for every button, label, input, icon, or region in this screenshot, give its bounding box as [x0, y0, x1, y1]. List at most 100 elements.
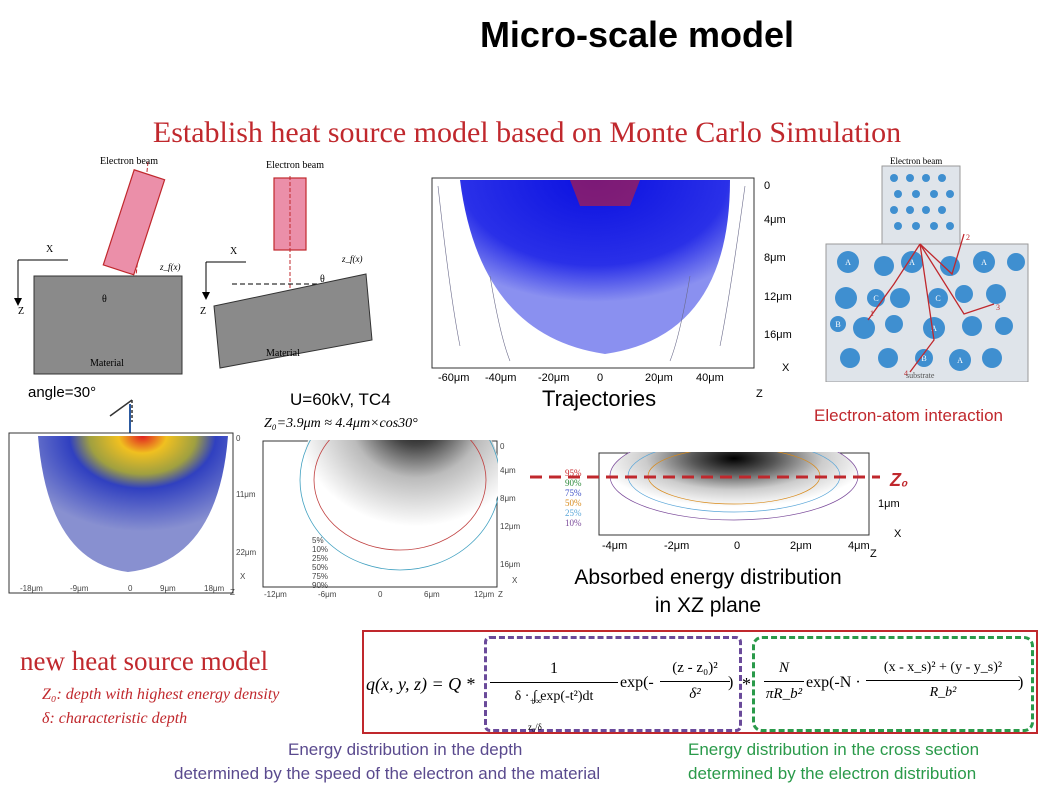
sim-ytick: 22μm [236, 548, 257, 557]
atom-c: C [873, 294, 878, 303]
contour-mid-xtick: -6μm [318, 590, 337, 599]
multiply: * [742, 674, 751, 694]
equation-box [362, 630, 1038, 734]
trajectory-svg [431, 177, 755, 369]
z0-formula: Z₀=3.9μm ≈ 4.4μm×cos30° [264, 416, 418, 431]
sim-xtick: -9μm [70, 584, 89, 593]
atom-a: A [845, 258, 851, 267]
traj-ytick: 8μm [764, 252, 786, 264]
electron-beam-label: Electron beam [266, 160, 324, 171]
integral-lower: z₀/δ [528, 722, 542, 732]
contour-mid-x-axis-label: X [512, 576, 518, 585]
contour-mid-z-axis-label: Z [498, 590, 503, 599]
substrate-label: substrate [906, 371, 935, 380]
material-label: Material [266, 348, 300, 359]
cross-section-term-highlight [752, 636, 1034, 732]
subtitle: Establish heat source model based on Mon… [152, 116, 902, 149]
z-axis-label: Z [18, 306, 24, 317]
contour-mid-xtick: 12μm [474, 590, 495, 599]
cross-caption-1: Energy distribution in the cross section [688, 740, 980, 759]
z0-description: Z₀: depth with highest energy density [42, 686, 280, 703]
contour-plot-mid [262, 386, 501, 588]
frac1-numerator: 1 [550, 660, 558, 677]
atom-c: C [935, 294, 940, 303]
sim-ytick: 11μm [236, 490, 256, 499]
exp1: exp(- [620, 674, 654, 691]
sim-ytick: 0 [236, 434, 241, 443]
sim-xtick: 18μm [204, 584, 225, 593]
depth-caption-2: determined by the speed of the electron … [174, 764, 601, 783]
material-block [213, 273, 373, 369]
contour-plot-right [598, 431, 870, 536]
close1: ) [728, 674, 734, 691]
atom-a: A [957, 356, 963, 365]
new-model-heading: new heat source model [20, 646, 269, 676]
voltage-label: U=60kV, TC4 [290, 390, 391, 409]
contour-mid-xtick: 6μm [424, 590, 440, 599]
atom-b: B [835, 320, 840, 329]
electron-beam-shape [102, 169, 166, 276]
legend-item: 90% [565, 478, 582, 488]
legend-item: 95% [565, 468, 582, 478]
contour-mid-ytick: 16μm [500, 560, 521, 569]
legend-item: 50% [565, 498, 582, 508]
legend-item: 25% [312, 554, 329, 563]
beam-diagram-tilted-beam: Electron beam X Z Material z_f(x) θ [14, 156, 183, 375]
traj-xtick: -40μm [485, 372, 517, 384]
integral-upper: +∞ [530, 696, 542, 706]
theta-label: θ [320, 274, 325, 285]
atom-b: B [921, 354, 926, 363]
cross-caption-2: determined by the electron distribution [688, 764, 977, 783]
n-denominator: πR_b² [764, 681, 804, 703]
atom-a: A [909, 258, 915, 267]
sim-z-axis-label: Z [230, 588, 235, 597]
delta-description: δ: characteristic depth [42, 710, 188, 727]
page-title: Micro-scale model [479, 14, 795, 55]
x-axis-label: X [230, 246, 238, 257]
electron-atom-interaction-diagram: Electron beam A A A C C B A B A 1 2 3 4 … [825, 156, 1029, 382]
beam-label: Electron beam [890, 156, 942, 166]
contour-right-x-axis-label: X [894, 528, 902, 540]
legend-item: 75% [312, 572, 329, 581]
legend-item: 5% [312, 536, 324, 545]
legend-item: 50% [312, 563, 329, 572]
z-axis-label: Z [200, 306, 206, 317]
z0-dashed-line [530, 475, 880, 479]
exp2: exp(-N · [806, 674, 861, 691]
contour-right-xtick: 4μm [848, 540, 870, 552]
sim-x-axis-label: X [240, 572, 246, 581]
legend-item: 10% [312, 545, 329, 554]
frac-n: N πR_b² [764, 660, 804, 703]
caption-line2: in XZ plane [654, 594, 762, 617]
traj-xtick: 40μm [696, 372, 724, 384]
frac3-denominator: R_b² [866, 680, 1020, 701]
trajectory-plot [430, 176, 760, 372]
frac2-denominator: δ² [660, 681, 730, 703]
traj-x-axis-label: X [782, 362, 790, 374]
traj-z-axis-label: Z [756, 388, 763, 400]
legend-item: 90% [312, 581, 329, 590]
frac3-numerator: (x - x_s)² + (y - y_s)² [883, 660, 1003, 675]
interaction-caption: Electron-atom interaction [814, 406, 1003, 425]
traj-xtick: 20μm [645, 372, 673, 384]
legend-item: 75% [565, 488, 582, 498]
beam-diagram-tilted-material: Electron beam X Z Material z_f(x) θ [200, 160, 373, 369]
frac3: (x - x_s)² + (y - y_s)² R_b² [866, 660, 1020, 701]
contour-right-xtick: -4μm [602, 540, 628, 552]
tilted-simulation-plot [8, 432, 234, 594]
path-number: 4 [904, 369, 908, 378]
close2: ) [1018, 674, 1024, 691]
x-axis-label: X [46, 244, 54, 255]
atom-a: A [981, 258, 987, 267]
path-number: 3 [996, 303, 1000, 312]
traj-ytick: 16μm [764, 329, 792, 341]
traj-xtick: -60μm [438, 372, 470, 384]
contour-mid-xtick: 0 [378, 590, 383, 599]
contour-right-legend: 95% 90% 75% 50% 25% 10% [565, 468, 582, 528]
simulation-cloud [38, 436, 228, 572]
contour-mid-ytick: 8μm [500, 494, 516, 503]
theta-label: θ [102, 294, 107, 305]
contour-right-xtick: 0 [734, 540, 741, 552]
frac1-denominator: δ · ∫ exp(-t²)dt [490, 682, 618, 705]
caption-line1: Absorbed energy distribution [574, 566, 842, 589]
